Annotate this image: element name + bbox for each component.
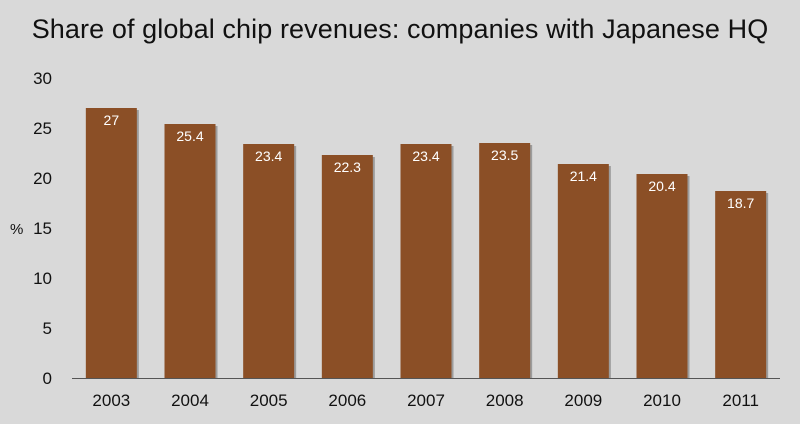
bar-2007: [400, 144, 452, 378]
data-label: 23.4: [412, 148, 439, 164]
bar-2011: [715, 191, 767, 378]
data-label: 23.4: [255, 148, 282, 164]
x-tick-label: 2007: [407, 391, 445, 410]
y-axis: 0 5 10 15 20 25 30: [33, 69, 52, 388]
data-label: 18.7: [727, 195, 754, 211]
chart-title: Share of global chip revenues: companies…: [31, 14, 769, 44]
bar-2004: [164, 124, 216, 378]
data-label: 23.5: [491, 147, 518, 163]
y-tick-label: 5: [43, 319, 52, 338]
data-label: 20.4: [648, 178, 675, 194]
y-axis-label: %: [10, 221, 23, 238]
bar-2006: [321, 155, 373, 378]
data-label: 21.4: [570, 168, 597, 184]
data-label: 27: [104, 112, 120, 128]
x-tick-label: 2004: [171, 391, 209, 410]
y-tick-label: 15: [33, 219, 52, 238]
y-tick-label: 20: [33, 169, 52, 188]
data-label: 22.3: [334, 159, 361, 175]
bar-2010: [636, 174, 688, 378]
x-tick-label: 2011: [722, 391, 759, 410]
y-tick-label: 10: [33, 269, 52, 288]
x-tick-label: 2009: [564, 391, 602, 410]
x-tick-label: 2005: [250, 391, 288, 410]
y-tick-label: 25: [33, 119, 52, 138]
y-tick-label: 30: [33, 69, 52, 88]
bars: [85, 108, 769, 378]
bar-2008: [479, 143, 531, 378]
x-tick-label: 2006: [328, 391, 366, 410]
bar-2003: [85, 108, 137, 378]
x-tick-label: 2008: [486, 391, 524, 410]
bar-2009: [557, 164, 609, 378]
y-tick-label: 0: [43, 369, 52, 388]
bar-2005: [243, 144, 295, 378]
x-axis: 2003 2004 2005 2006 2007 2008 2009 2010 2011: [92, 391, 759, 410]
x-tick-label: 2010: [643, 391, 681, 410]
data-label: 25.4: [176, 128, 203, 144]
data-labels: 27 25.4 23.4 22.3 23.4 23.5 21.4 20.4 18.7: [104, 112, 755, 211]
x-tick-label: 2003: [92, 391, 130, 410]
